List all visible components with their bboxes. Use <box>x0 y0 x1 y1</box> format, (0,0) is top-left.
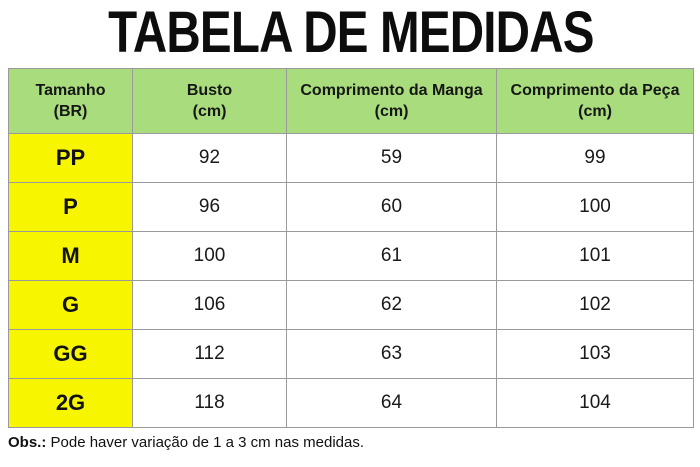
table-row: G 106 62 102 <box>8 280 694 330</box>
peca-cell: 99 <box>496 133 694 183</box>
header-busto-label: Busto <box>186 82 233 99</box>
busto-cell: 112 <box>132 329 287 379</box>
manga-cell: 59 <box>286 133 497 183</box>
table-row: P 96 60 100 <box>8 182 694 232</box>
size-cell: GG <box>8 329 133 379</box>
busto-cell: 100 <box>132 231 287 281</box>
page-title: TABELA DE MEDIDAS <box>108 0 594 65</box>
busto-cell: 96 <box>132 182 287 232</box>
busto-cell: 106 <box>132 280 287 330</box>
header-manga-unit: (cm) <box>374 103 409 120</box>
header-peca: Comprimento da Peça (cm) <box>496 68 694 134</box>
table-row: PP 92 59 99 <box>8 133 694 183</box>
size-cell: 2G <box>8 378 133 428</box>
header-busto: Busto (cm) <box>132 68 287 134</box>
footnote-text: Pode haver variação de 1 a 3 cm nas medi… <box>46 434 365 451</box>
manga-cell: 64 <box>286 378 497 428</box>
header-manga-label: Comprimento da Manga <box>300 82 483 99</box>
header-tamanho-label: Tamanho <box>35 82 106 99</box>
manga-cell: 62 <box>286 280 497 330</box>
peca-cell: 101 <box>496 231 694 281</box>
table-row: 2G 118 64 104 <box>8 378 694 428</box>
footnote: Obs.: Pode haver variação de 1 a 3 cm na… <box>8 434 364 451</box>
peca-cell: 104 <box>496 378 694 428</box>
size-cell: M <box>8 231 133 281</box>
header-manga: Comprimento da Manga (cm) <box>286 68 497 134</box>
peca-cell: 102 <box>496 280 694 330</box>
size-cell: PP <box>8 133 133 183</box>
table-header-row: Tamanho (BR) Busto (cm) Comprimento da M… <box>8 68 694 134</box>
busto-cell: 118 <box>132 378 287 428</box>
peca-cell: 103 <box>496 329 694 379</box>
header-peca-label: Comprimento da Peça <box>510 82 680 99</box>
busto-cell: 92 <box>132 133 287 183</box>
manga-cell: 60 <box>286 182 497 232</box>
header-tamanho: Tamanho (BR) <box>8 68 133 134</box>
size-chart-table: Tamanho (BR) Busto (cm) Comprimento da M… <box>8 68 694 428</box>
peca-cell: 100 <box>496 182 694 232</box>
header-busto-unit: (cm) <box>192 103 227 120</box>
manga-cell: 61 <box>286 231 497 281</box>
header-peca-unit: (cm) <box>578 103 612 120</box>
size-cell: G <box>8 280 133 330</box>
table-row: M 100 61 101 <box>8 231 694 281</box>
footnote-label: Obs.: <box>8 434 47 451</box>
size-cell: P <box>8 182 133 232</box>
table-row: GG 112 63 103 <box>8 329 694 379</box>
manga-cell: 63 <box>286 329 497 379</box>
header-tamanho-unit: (BR) <box>53 103 88 120</box>
